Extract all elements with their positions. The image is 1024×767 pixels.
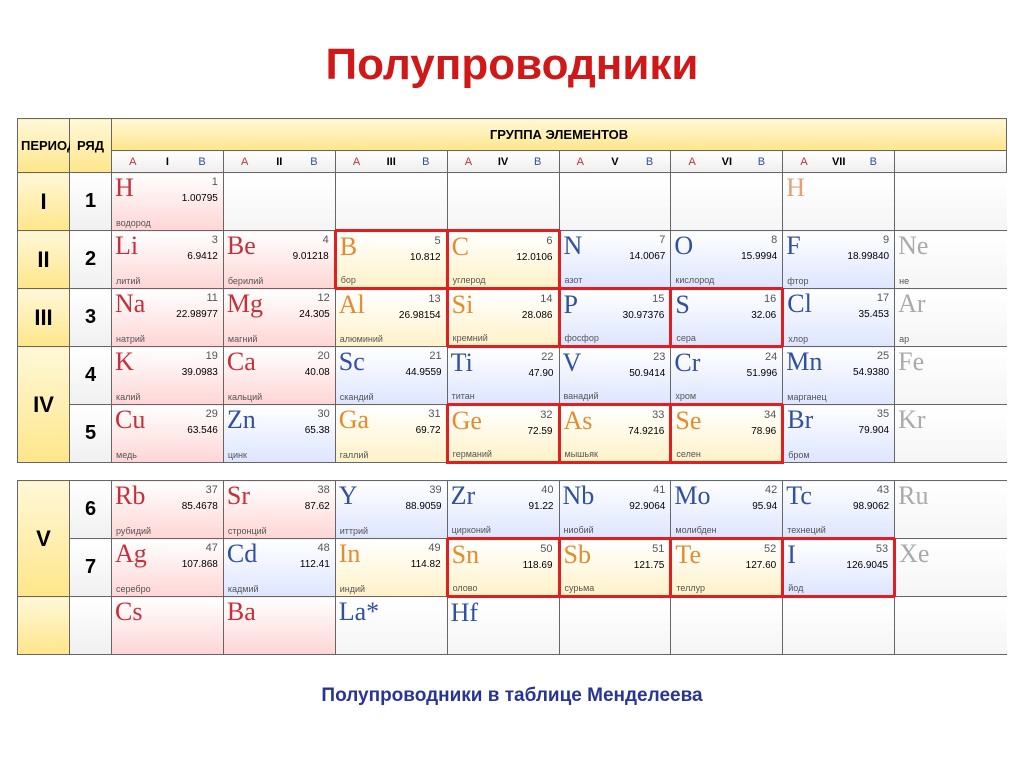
element-P: P1530.97376фосфор [559,289,671,347]
slide-title: Полупроводники [10,40,1014,90]
element-Zn: Zn3065.38цинк [223,405,335,463]
empty-cell [895,173,1007,231]
element-H: H [783,173,895,231]
element-Cl: Cl1735.453хлор [783,289,895,347]
element-Nb: Nb4192.9064ниобий [559,481,671,539]
empty-cell [895,597,1007,655]
element-Ca: Ca2040.08кальций [223,347,335,405]
empty-cell [335,173,447,231]
hdr-groups: ГРУППА ЭЛЕМЕНТОВ [112,119,1007,151]
element-Mn: Mn2554.9380марганец [783,347,895,405]
element-Y: Y3988.9059иттрий [335,481,447,539]
element-S: S1632.06сера [671,289,783,347]
row-6: 6 [70,481,112,539]
period-V: V [18,481,70,597]
element-Na: Na1122.98977натрий [112,289,224,347]
element-Ba: Ba [223,597,335,655]
period-III: III [18,289,70,347]
element-Cd: Cd48112.41кадмий [223,539,335,597]
element-Kr: Kr [895,405,1007,463]
group-V: AVB [559,151,671,173]
group-IV: AIVB [447,151,559,173]
element-Br: Br3579.904бром [783,405,895,463]
element-Si: Si1428.086кремний [447,289,559,347]
element-Ag: Ag47107.868серебро [112,539,224,597]
element-Zr: Zr4091.22цирконий [447,481,559,539]
element-As: As3374.9216мышьяк [559,405,671,463]
element-Sr: Sr3887.62стронций [223,481,335,539]
row-3: 3 [70,289,112,347]
empty-cell [671,597,783,655]
element-Cr: Cr2451.996хром [671,347,783,405]
empty-cell [559,597,671,655]
group-VII: AVIIB [783,151,895,173]
element-Ru: Ru [895,481,1007,539]
row-2: 2 [70,231,112,289]
element-Xe: Xe [895,539,1007,597]
element-Cs: Cs [112,597,224,655]
element-Ar: Arар [895,289,1007,347]
element-Ti: Ti2247.90титан [447,347,559,405]
element-Se: Se3478.96селен [671,405,783,463]
empty-cell [671,173,783,231]
element-Ga: Ga3169.72галлий [335,405,447,463]
element-Mo: Mo4295.94молибден [671,481,783,539]
hdr-period: ПЕРИОД [18,119,70,173]
element-Al: Al1326.98154алюминий [335,289,447,347]
empty-cell [783,597,895,655]
row-4: 4 [70,347,112,405]
element-I: I53126.9045йод [783,539,895,597]
element-Te: Te52127.60теллур [671,539,783,597]
element-Ge: Ge3272.59германий [447,405,559,463]
element-Ne: Neне [895,231,1007,289]
row-5: 5 [70,405,112,463]
element-B: B510.812бор [335,231,447,289]
period-IV: IV [18,347,70,463]
group-VI: AVIB [671,151,783,173]
empty-cell [447,173,559,231]
element-K: K1939.0983калий [112,347,224,405]
row-1: 1 [70,173,112,231]
element-Rb: Rb3785.4678рубидий [112,481,224,539]
element-Sb: Sb51121.75сурьма [559,539,671,597]
element-In: In49114.82индий [335,539,447,597]
group-III: AIIIB [335,151,447,173]
periodic-table: ПЕРИОДРЯДГРУППА ЭЛЕМЕНТОВAIBAIIBAIIIBAIV… [17,118,1007,655]
element-O: O815.9994кислород [671,231,783,289]
period-II: II [18,231,70,289]
empty-cell [223,173,335,231]
empty-cell [559,173,671,231]
group-I: AIB [112,151,224,173]
element-Tc: Tc4398.9062технеций [783,481,895,539]
element-Cu: Cu2963.546медь [112,405,224,463]
element-Sc: Sc2144.9559скандий [335,347,447,405]
element-Be: Be49.01218берилий [223,231,335,289]
row- [70,597,112,655]
slide-caption: Полупроводники в таблице Менделеева [10,685,1014,707]
element-N: N714.0067азот [559,231,671,289]
element-C: C612.0106углерод [447,231,559,289]
element-H: H11.00795водород [112,173,224,231]
group-II: AIIB [223,151,335,173]
element-Sn: Sn50118.69олово [447,539,559,597]
row-7: 7 [70,539,112,597]
hdr-row: РЯД [70,119,112,173]
period- [18,597,70,655]
element-Mg: Mg1224.305магний [223,289,335,347]
element-Li: Li36.9412литий [112,231,224,289]
element-Fe: Fe [895,347,1007,405]
element-La*: La* [335,597,447,655]
element-F: F918.99840фтор [783,231,895,289]
element-Hf: Hf [447,597,559,655]
element-V: V2350.9414ванадий [559,347,671,405]
period-I: I [18,173,70,231]
